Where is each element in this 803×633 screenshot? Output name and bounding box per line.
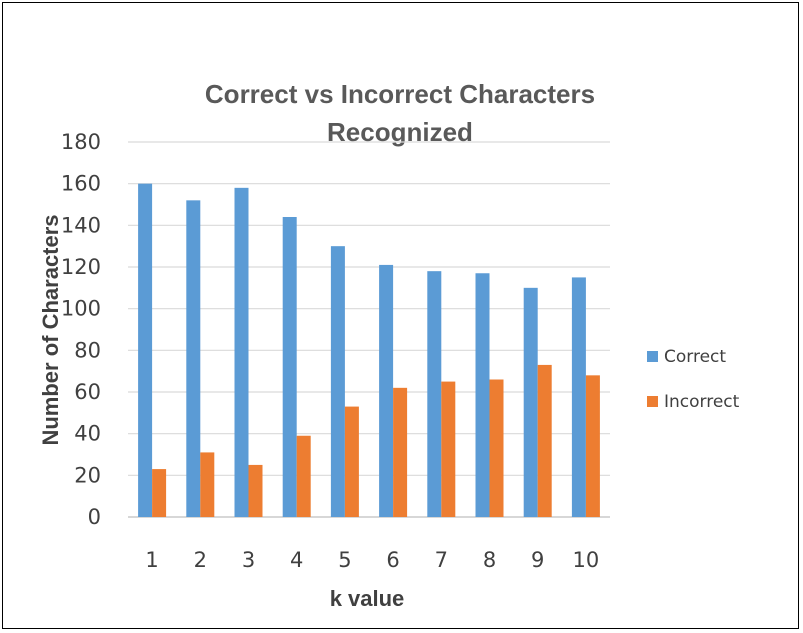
- bar-incorrect-5: [344, 406, 359, 517]
- x-tick-label: 5: [338, 548, 351, 572]
- y-tick-label: 100: [61, 297, 101, 321]
- x-tick-label: 6: [386, 548, 399, 572]
- y-tick-label: 20: [74, 463, 101, 487]
- y-tick-label: 60: [74, 380, 101, 404]
- y-tick-label: 80: [74, 338, 101, 362]
- y-tick-label: 40: [74, 422, 101, 446]
- bar-correct-10: [571, 277, 586, 517]
- x-tick-label: 10: [573, 548, 600, 572]
- bar-correct-1: [138, 183, 153, 517]
- y-tick-label: 0: [88, 505, 101, 529]
- bar-correct-5: [330, 246, 345, 517]
- bar-correct-6: [379, 264, 394, 517]
- x-tick-label: 8: [483, 548, 496, 572]
- legend-label-incorrect: Incorrect: [664, 392, 740, 412]
- legend-swatch-correct: [647, 351, 658, 362]
- legend: Correct Incorrect: [647, 347, 740, 412]
- bar-correct-8: [475, 273, 490, 517]
- x-axis-ticks: 1 2 3 4 5 6 7 8 9 10: [145, 548, 599, 572]
- x-tick-label: 7: [435, 548, 448, 572]
- y-axis-ticks: 0 20 40 60 80 100 120 140 160 180: [61, 130, 101, 529]
- bar-incorrect-8: [489, 379, 504, 517]
- bar-incorrect-4: [296, 435, 311, 517]
- bar-correct-7: [427, 271, 442, 517]
- bar-incorrect-10: [585, 375, 600, 517]
- x-tick-label: 1: [145, 548, 158, 572]
- bar-incorrect-2: [200, 452, 215, 517]
- y-tick-label: 160: [61, 172, 101, 196]
- chart-title-line-1: Correct vs Incorrect Characters: [205, 79, 595, 109]
- y-tick-label: 120: [61, 255, 101, 279]
- bars: [138, 183, 600, 518]
- y-tick-label: 180: [61, 130, 101, 154]
- x-tick-label: 2: [194, 548, 207, 572]
- bar-incorrect-3: [248, 464, 263, 517]
- y-axis-title: Number of Characters: [38, 214, 63, 445]
- bar-correct-3: [234, 187, 249, 518]
- bar-correct-9: [523, 287, 538, 517]
- bar-correct-2: [186, 200, 201, 518]
- bar-incorrect-9: [537, 364, 552, 517]
- y-tick-label: 140: [61, 213, 101, 237]
- bar-incorrect-1: [152, 469, 167, 517]
- x-tick-label: 3: [242, 548, 255, 572]
- legend-swatch-incorrect: [647, 396, 658, 407]
- bar-incorrect-7: [441, 381, 456, 517]
- bar-correct-4: [282, 217, 297, 517]
- x-tick-label: 9: [531, 548, 544, 572]
- x-axis-title: k value: [330, 586, 405, 611]
- legend-label-correct: Correct: [664, 347, 726, 367]
- x-tick-label: 4: [290, 548, 303, 572]
- bar-incorrect-6: [393, 387, 408, 517]
